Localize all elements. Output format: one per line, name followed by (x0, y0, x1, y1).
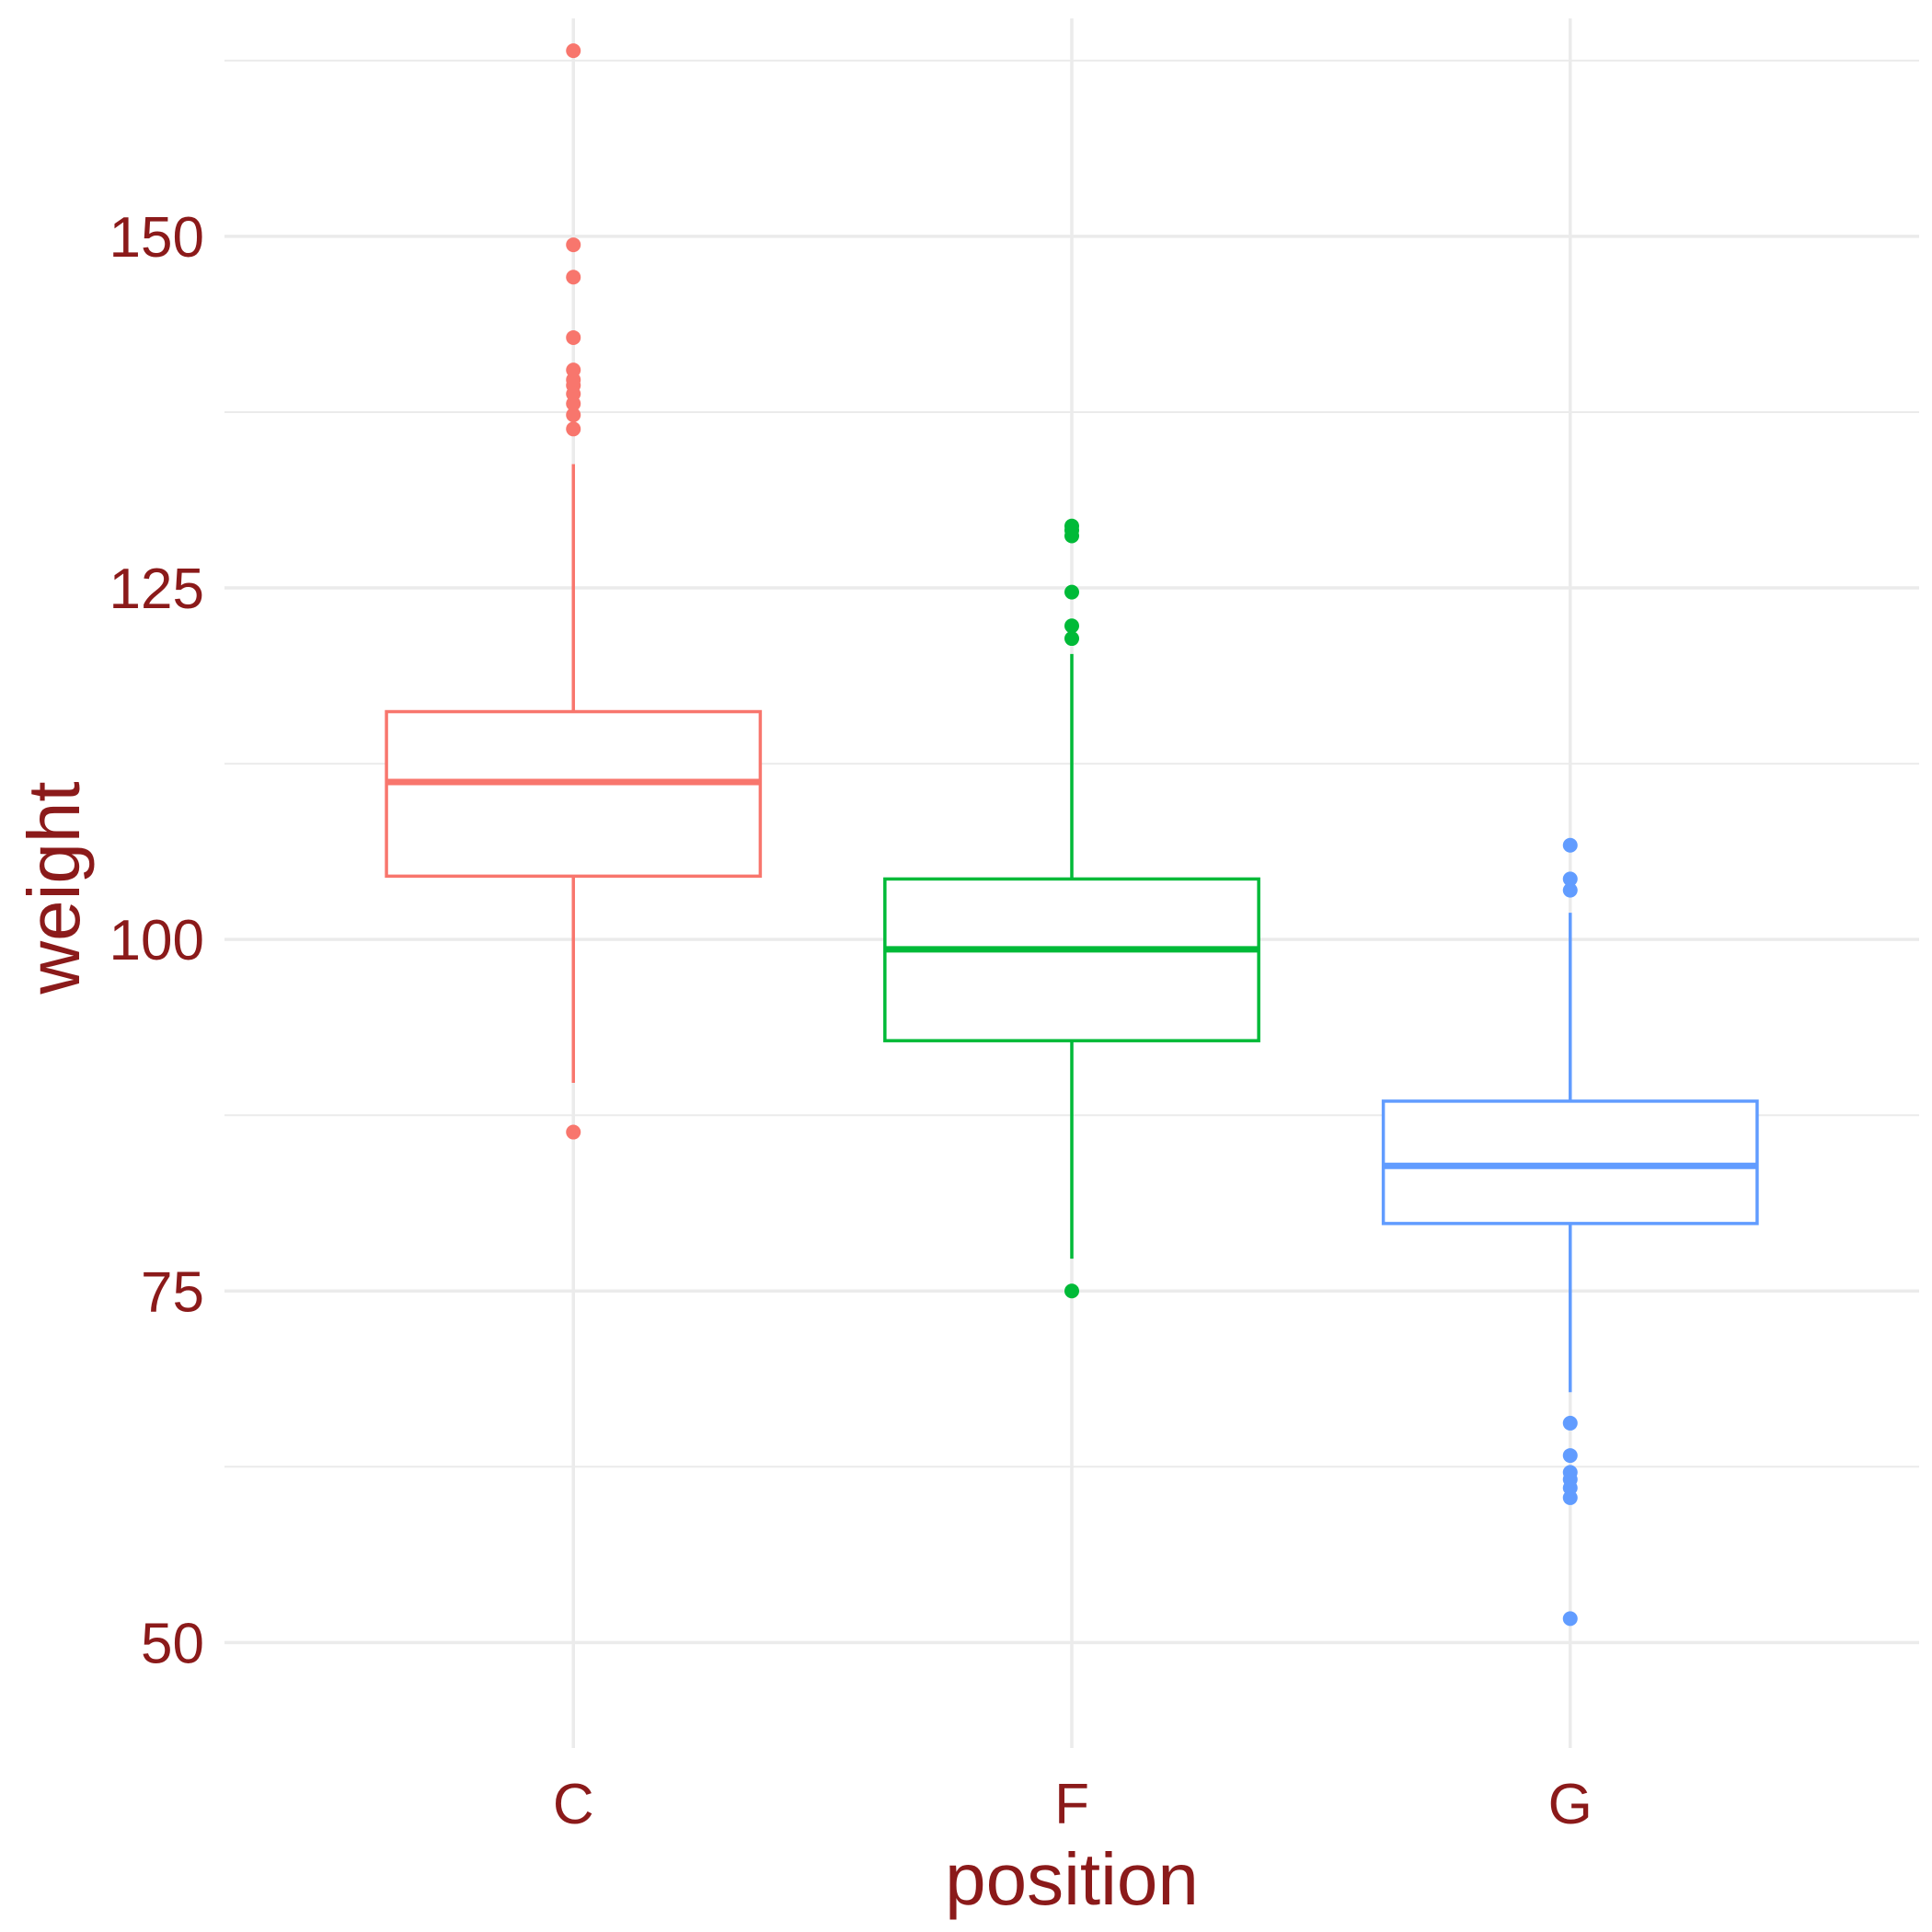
outlier-point (566, 362, 581, 378)
y-tick-label: 100 (109, 909, 204, 972)
outlier-point (1064, 518, 1079, 534)
outlier-point (566, 329, 581, 345)
outlier-point (1064, 584, 1079, 600)
x-tick-label: C (553, 1773, 594, 1836)
box-F (883, 518, 1260, 1299)
x-tick-label: F (1054, 1773, 1089, 1836)
outlier-point (1064, 618, 1079, 634)
outlier-point (566, 421, 581, 437)
outlier-point (566, 43, 581, 59)
y-tick-label: 75 (141, 1260, 204, 1324)
outlier-point (1562, 871, 1578, 887)
outlier-point (1562, 1448, 1578, 1464)
x-axis-title: position (945, 1838, 1199, 1920)
outlier-point (566, 408, 581, 423)
y-tick-label: 50 (141, 1612, 204, 1675)
outlier-point (1562, 1415, 1578, 1431)
outlier-point (1562, 837, 1578, 853)
outlier-point (566, 1124, 581, 1140)
y-tick-labels: 50 75 100 125 150 (109, 206, 204, 1675)
iqr-box (883, 877, 1260, 1042)
iqr-box (385, 709, 763, 879)
y-axis-title: weight (13, 781, 95, 995)
box-G (1381, 837, 1759, 1627)
y-tick-label: 150 (109, 206, 204, 270)
box-C (385, 43, 763, 1140)
x-tick-label: G (1548, 1773, 1593, 1836)
outlier-point (1562, 1611, 1578, 1627)
outlier-point (566, 270, 581, 285)
iqr-box (1381, 1099, 1759, 1225)
outlier-point (1562, 1465, 1578, 1480)
outlier-point (1064, 631, 1079, 647)
outlier-point (1064, 1283, 1079, 1299)
y-tick-label: 125 (109, 558, 204, 621)
outlier-point (566, 237, 581, 253)
boxes-layer (385, 43, 1759, 1627)
outlier-point (1562, 882, 1578, 898)
